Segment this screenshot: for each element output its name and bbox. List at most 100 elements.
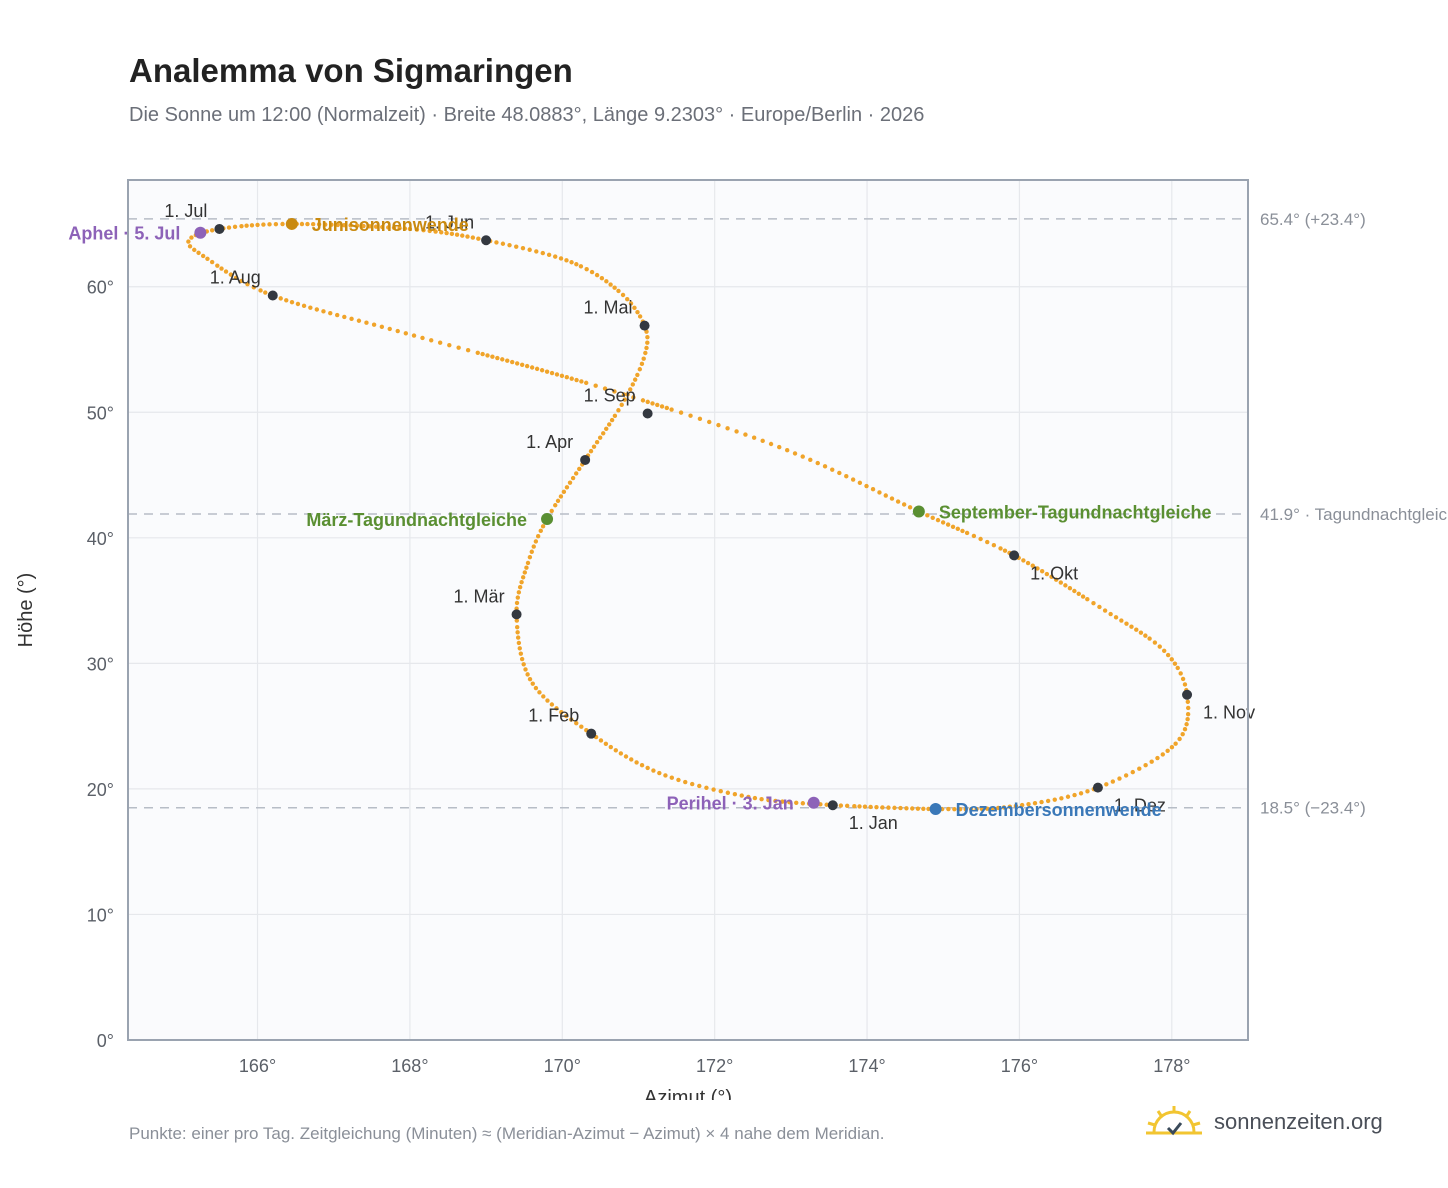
curve-dot	[766, 797, 771, 803]
curve-dot	[883, 493, 888, 498]
curve-dot	[559, 373, 565, 379]
curve-dot	[1129, 624, 1134, 629]
curve-dot	[1085, 789, 1090, 794]
curve-dot	[1032, 800, 1038, 806]
curve-dot	[534, 366, 540, 372]
curve-dot	[697, 783, 702, 789]
curve-dot	[663, 773, 668, 778]
curve-dot	[549, 702, 555, 707]
curve-dot	[258, 288, 263, 293]
curve-dot	[518, 651, 524, 656]
curve-dot	[625, 296, 630, 302]
curve-dot	[602, 386, 608, 391]
curve-dot	[539, 368, 545, 373]
curve-dot	[540, 250, 546, 256]
curve-dot	[561, 489, 567, 495]
reference-line-label: 41.9° · Tagundnachtgleiche	[1260, 505, 1448, 524]
month-label: 1. Nov	[1203, 703, 1255, 723]
curve-dot	[991, 542, 997, 548]
month-point	[580, 454, 591, 465]
curve-dot	[1137, 766, 1142, 771]
curve-dot	[1180, 731, 1185, 737]
brand-logo[interactable]: sonnenzeiten.org	[1146, 1104, 1383, 1140]
curve-dot	[1147, 636, 1152, 641]
curve-dot	[564, 713, 569, 719]
curve-dot	[490, 354, 495, 359]
event-point	[807, 796, 820, 809]
curve-dot	[278, 296, 283, 301]
reference-line-label: 65.4° (+23.4°)	[1260, 210, 1366, 229]
curve-dot	[739, 793, 744, 798]
curve-dot	[697, 416, 703, 422]
curve-dot	[1165, 748, 1170, 754]
curve-dot	[1169, 745, 1175, 750]
curve-dot	[244, 223, 249, 228]
y-tick-label: 40°	[87, 529, 114, 549]
curve-dot	[645, 399, 650, 405]
curve-dot	[516, 640, 522, 646]
curve-dot	[1001, 805, 1007, 810]
curve-dot	[255, 222, 260, 228]
x-axis-ticks: 166° 168° 170° 172° 174° 176° 178°	[239, 1056, 1191, 1076]
month-label: 1. Aug	[210, 268, 261, 288]
curve-dot	[301, 303, 307, 309]
curve-dot	[1143, 763, 1148, 768]
curve-dot	[616, 408, 621, 413]
curve-dot	[1053, 577, 1059, 582]
curve-dot	[364, 320, 369, 325]
month-point	[1182, 689, 1193, 700]
brand-name: sonnenzeiten.org	[1214, 1109, 1383, 1134]
y-axis-ticks: 0° 10° 20° 30° 40° 50° 60°	[87, 278, 114, 1051]
curve-dot	[239, 278, 244, 284]
curve-dot	[476, 236, 481, 241]
curve-dot	[1178, 671, 1183, 676]
curve-dot	[822, 464, 828, 469]
curve-dot	[800, 801, 806, 806]
curve-dot	[868, 804, 873, 810]
curve-dot	[945, 522, 951, 527]
curve-dot	[1165, 652, 1171, 658]
curve-dot	[361, 223, 366, 229]
curve-dot	[439, 230, 444, 235]
curve-dot	[925, 513, 930, 518]
curve-dot	[704, 785, 709, 791]
curve-dot	[558, 256, 564, 261]
curve-dot	[515, 635, 521, 640]
curve-dot	[808, 457, 813, 463]
month-label: 1. Jan	[849, 813, 898, 833]
curve-dot	[886, 805, 891, 810]
curve-dot	[226, 225, 232, 230]
curve-dot	[634, 760, 639, 765]
curve-dot	[707, 419, 712, 425]
curve-dot	[215, 263, 220, 268]
curve-dot	[1110, 779, 1116, 784]
curve-dot	[910, 806, 915, 811]
curve-dot	[1130, 769, 1135, 775]
curve-dot	[249, 223, 255, 228]
curve-dot	[1119, 618, 1124, 623]
curve-dot	[612, 389, 617, 394]
footnote: Punkte: einer pro Tag. Zeitgleichung (Mi…	[129, 1124, 885, 1143]
month-point	[214, 223, 225, 234]
curve-dot	[553, 503, 558, 508]
x-tick-label: 168°	[391, 1056, 428, 1076]
curve-dot	[523, 667, 528, 672]
curve-dot	[574, 377, 579, 383]
curve-dot	[335, 312, 340, 318]
curve-dot	[589, 269, 595, 275]
curve-dot	[604, 279, 609, 284]
curve-dot	[402, 226, 408, 231]
curve-dot	[629, 757, 634, 762]
curve-dot	[632, 377, 638, 382]
curve-dot	[305, 221, 310, 227]
curve-dot	[280, 221, 285, 227]
analemma-chart: 65.4° (+23.4°) 41.9° · Tagundnachtgleiche…	[15, 179, 1448, 1100]
reference-lines: 65.4° (+23.4°) 41.9° · Tagundnachtgleiche…	[128, 210, 1448, 818]
curve-dot	[597, 435, 603, 440]
curve-dot	[520, 245, 526, 251]
curve-dot	[619, 402, 624, 408]
curve-dot	[549, 370, 555, 376]
curve-dot	[187, 244, 193, 249]
curve-dot	[838, 803, 844, 808]
month-label: 1. Sep	[584, 386, 636, 406]
